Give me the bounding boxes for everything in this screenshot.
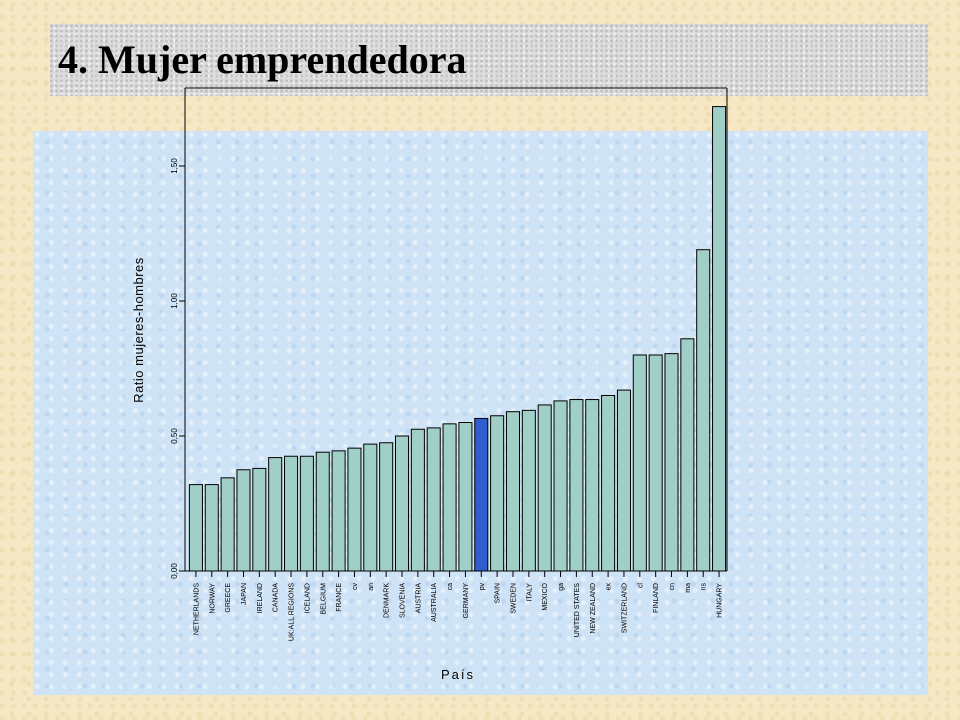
bar-ma	[680, 338, 695, 572]
x-tick-label: NORWAY	[209, 583, 216, 614]
x-tick-label: ma	[685, 583, 692, 593]
y-tick-label: 1,00	[170, 293, 179, 309]
x-tick-label: GERMANY	[463, 583, 470, 619]
x-tick-label: CANADA	[273, 583, 280, 613]
x-tick-label: ga	[558, 583, 565, 591]
x-tick-label: FINLAND	[653, 583, 660, 613]
x-tick-label: DENMARK	[384, 583, 391, 618]
bar-cv	[347, 447, 362, 572]
bar-austria	[410, 428, 425, 572]
bar-denmark	[379, 442, 394, 572]
x-tick-label: cl	[637, 583, 644, 589]
bar-greece	[220, 477, 235, 572]
y-tick-label: 0,00	[170, 563, 179, 579]
x-tick-label: ca	[447, 583, 454, 591]
bar-an	[363, 443, 378, 572]
bar-finland	[648, 354, 663, 572]
x-tick-label: ns	[701, 583, 708, 591]
x-tick-label: FRANCE	[336, 583, 343, 612]
x-tick-label: pv	[479, 583, 486, 591]
x-tick-label: ITALY	[526, 583, 533, 602]
bar-united-states	[569, 399, 584, 572]
bar-australia	[426, 427, 441, 572]
x-tick-label: cn	[669, 583, 676, 591]
bar-mexico	[537, 404, 552, 572]
bar-netherlands	[188, 484, 203, 572]
bar-japan	[236, 469, 251, 572]
x-tick-label: NETHERLANDS	[193, 583, 200, 635]
x-axis-ticks: NETHERLANDS NORWAY GREECE JAPAN IRELAND CANAD…	[193, 571, 724, 641]
bar-ireland	[252, 467, 267, 572]
x-tick-label: an	[368, 583, 375, 591]
bar-uk-all-regions	[284, 455, 299, 572]
x-tick-label: GREECE	[225, 583, 232, 613]
x-tick-label: SWITZERLAND	[621, 583, 628, 633]
x-tick-label: UNITED STATES	[574, 583, 581, 638]
bar-sweden	[505, 411, 521, 572]
x-tick-label: UK:ALL REGIONS	[289, 583, 296, 641]
x-tick-label: MEXICO	[542, 582, 549, 610]
x-tick-label: AUSTRALIA	[431, 583, 438, 622]
bar-cl	[632, 354, 647, 572]
bar-iceland	[299, 455, 314, 572]
x-tick-label: IRELAND	[257, 583, 264, 613]
slide-title: 4. Mujer emprendedora	[58, 37, 467, 82]
bar-ga	[553, 400, 568, 572]
title-band	[50, 24, 928, 96]
bar-hungary	[712, 106, 727, 572]
x-tick-label: SPAIN	[495, 583, 502, 604]
x-tick-label: NEW ZEALAND	[590, 583, 597, 634]
bar-spain	[490, 415, 505, 572]
x-tick-label: SWEDEN	[510, 583, 517, 614]
bar-belgium	[315, 451, 330, 572]
bars	[188, 106, 727, 572]
x-tick-label: AUSTRIA	[415, 583, 422, 614]
bar-new-zealand	[585, 399, 600, 572]
x-tick-label: ICELAND	[304, 583, 311, 613]
x-tick-label: ex	[606, 583, 613, 591]
bar-ca	[442, 423, 457, 572]
bar-pv	[474, 417, 489, 572]
bar-cn	[664, 353, 679, 572]
bar-switzerland	[616, 389, 631, 572]
chart-panel	[33, 131, 928, 695]
x-tick-label: JAPAN	[241, 583, 248, 605]
bar-norway	[204, 484, 219, 572]
bar-france	[331, 450, 346, 572]
bar-germany	[458, 422, 473, 572]
bar-italy	[521, 409, 536, 572]
bar-ex	[601, 395, 616, 572]
y-axis-ticks: 0,00 0,50 1,00 1,50	[170, 158, 185, 579]
x-tick-label: HUNGARY	[717, 583, 724, 618]
bar-slovenia	[394, 435, 410, 572]
y-tick-label: 1,50	[170, 158, 179, 174]
y-axis-label: Ratio mujeres-hombres	[131, 257, 146, 403]
y-tick-label: 0,50	[170, 428, 179, 444]
bar-ns	[696, 249, 711, 572]
x-tick-label: SLOVENIA	[400, 583, 407, 618]
x-tick-label: BELGIUM	[320, 583, 327, 615]
bar-canada	[268, 457, 283, 572]
x-axis-label: País	[441, 667, 475, 682]
x-tick-label: cv	[352, 583, 359, 591]
